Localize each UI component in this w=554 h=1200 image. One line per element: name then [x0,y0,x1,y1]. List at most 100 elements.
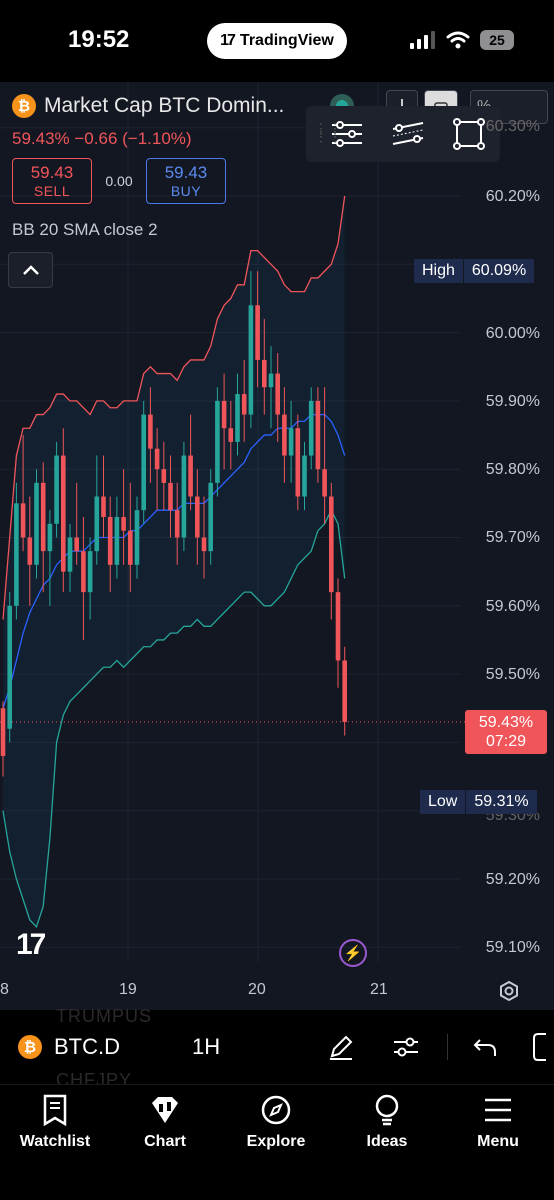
candle-body [275,373,280,415]
chevron-up-icon [22,265,39,275]
time-tick: 8 [0,981,9,998]
nav-label: Chart [144,1133,186,1150]
candle-body [195,496,200,538]
tradingview-watermark: 17 [16,928,46,961]
candle-body [101,496,106,518]
symbol-toolbar: TRUMPUS CHFJPY ₿ BTC.D 1H [0,1006,554,1090]
sell-button[interactable]: 59.43 SELL [12,158,92,204]
low-label: Low 59.31% [420,790,537,814]
sell-price: 59.43 [30,163,74,182]
candle-body [174,510,180,538]
candle-body [154,448,160,470]
price-tick: 60.00% [485,325,540,342]
bollinger-lower-line [2,508,346,929]
fullscreen-icon[interactable] [530,1030,554,1064]
candle-body [161,469,167,483]
rectangle-icon[interactable] [452,117,486,151]
candle-body [322,469,327,497]
parallel-channel-icon[interactable] [391,119,425,149]
price-chart[interactable] [0,82,554,1010]
candle-body [235,394,240,442]
nav-watchlist[interactable]: Watchlist [5,1093,105,1151]
candle-body [241,394,247,415]
symbol-header[interactable]: ₿ Market Cap BTC Domin... [12,94,284,118]
undo-icon[interactable] [468,1030,502,1064]
toolbar-divider [447,1034,448,1060]
candle-body [168,482,173,511]
tradingview-pill[interactable]: 17 TradingView [207,23,347,59]
indicator-legend[interactable]: BB 20 SMA close 2 [12,220,158,239]
buy-button[interactable]: 59.43 BUY [146,158,226,204]
candle-body [40,482,46,552]
price-tick: 59.20% [485,871,540,888]
candle-body [47,523,53,552]
candle-body [14,503,19,606]
candle-body [61,455,66,572]
nav-label: Ideas [366,1133,408,1150]
chart-area[interactable]: ₿ Market Cap BTC Domin... 59.43% −0.66 (… [0,82,554,1010]
candle-body [148,414,153,449]
candle-body [181,455,187,538]
high-key: High [414,259,464,283]
signal-icon [410,31,435,49]
high-label: High 60.09% [414,259,535,283]
candle-body [81,551,86,593]
candle-body [228,428,234,442]
candle-body [188,455,193,497]
candle-body [121,517,126,531]
lightning-icon[interactable]: ⚡ [339,939,367,967]
collapse-legend-button[interactable] [8,252,53,288]
candle-body [107,517,113,565]
nav-label: Menu [477,1133,519,1150]
nav-ideas[interactable]: Ideas [337,1093,437,1151]
symbol-search-button[interactable]: BTC.D [54,1034,120,1059]
candle-body [94,496,100,552]
low-value: 59.31% [474,793,529,810]
sell-label: SELL [33,183,71,199]
candle-body [329,496,334,593]
candle-body [7,605,12,729]
bitcoin-icon: ₿ [18,1035,42,1059]
candle-body [128,530,133,565]
chart-icon [148,1093,182,1127]
spread-value: 0.00 [105,173,133,189]
price-tick: 59.50% [485,666,540,683]
high-value: 60.09% [471,262,527,279]
lightbulb-icon [370,1093,404,1127]
candle-body [20,503,26,538]
tradingview-logo-icon: 17 [220,32,236,49]
interval-button[interactable]: 1H [192,1034,221,1059]
candle-body [248,305,254,415]
current-price-label: 59.43% 07:29 [465,710,547,754]
indicators-icon[interactable] [389,1030,423,1064]
drawing-toolbar: ⋮⋮ ⋮⋮ [306,106,500,162]
horizontal-lines-icon[interactable] [330,119,364,149]
price-tick: 59.80% [485,461,540,478]
chart-settings-icon[interactable] [498,980,520,1002]
price-tick: 59.60% [485,598,540,615]
price-tick: 59.90% [485,393,540,410]
candle-body [342,660,347,722]
bollinger-band-fill [3,196,345,927]
tradingview-pill-label: TradingView [239,32,334,49]
candle-body [255,305,260,360]
drawing-pen-icon[interactable] [324,1030,358,1064]
nav-chart[interactable]: Chart [115,1093,215,1151]
candle-body [67,537,73,572]
candle-body [114,517,120,565]
bottom-navigation: Watchlist Chart Explore Ideas Menu [0,1084,554,1200]
candle-body [262,359,267,388]
bollinger-basis-line [2,413,346,709]
bitcoin-icon: ₿ [12,94,36,118]
candle-body [221,400,227,429]
current-price: 59.43% [478,714,534,731]
price-tick-top: 60.30% [485,118,540,135]
candle-body [315,400,321,470]
nav-menu[interactable]: Menu [448,1093,548,1151]
symbol-title[interactable]: Market Cap BTC Domin... [44,94,285,117]
candle-body [134,510,140,565]
candle-body [302,455,307,497]
drag-handle-icon[interactable]: ⋮⋮ ⋮⋮ [314,120,342,144]
nav-explore[interactable]: Explore [226,1093,326,1151]
candle-body [201,537,207,552]
